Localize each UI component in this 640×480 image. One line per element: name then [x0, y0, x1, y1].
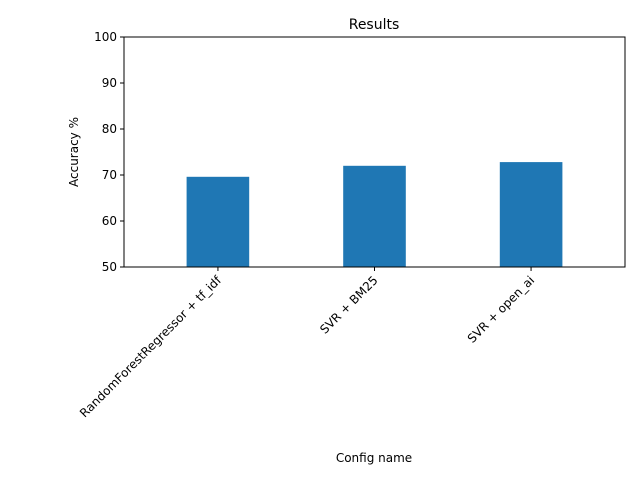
y-axis-label: Accuracy % — [67, 117, 81, 187]
y-tick-label-2: 70 — [102, 168, 117, 182]
plot-frame — [123, 36, 626, 268]
x-tick-label-2: SVR + open_ai — [465, 273, 537, 345]
y-tick-label-1: 60 — [102, 214, 117, 228]
x-tick-label-1: SVR + BM25 — [317, 273, 380, 336]
y-tick-label-3: 80 — [102, 122, 117, 136]
bar-1 — [343, 165, 406, 267]
x-tick-label-0: RandomForestRegressor + tf_idf — [77, 273, 225, 421]
x-axis-ticks: RandomForestRegressor + tf_idf SVR + BM25… — [77, 267, 537, 420]
x-axis-label: Config name — [336, 451, 412, 465]
bar-2 — [499, 162, 563, 267]
chart-title: Results — [349, 17, 400, 33]
bars — [186, 162, 563, 267]
y-tick-label-4: 90 — [102, 76, 117, 90]
bar-0 — [186, 176, 250, 267]
y-tick-label-0: 50 — [102, 260, 117, 274]
y-axis-ticks: 50 60 70 80 90 100 — [94, 30, 124, 274]
y-tick-label-5: 100 — [94, 30, 117, 44]
